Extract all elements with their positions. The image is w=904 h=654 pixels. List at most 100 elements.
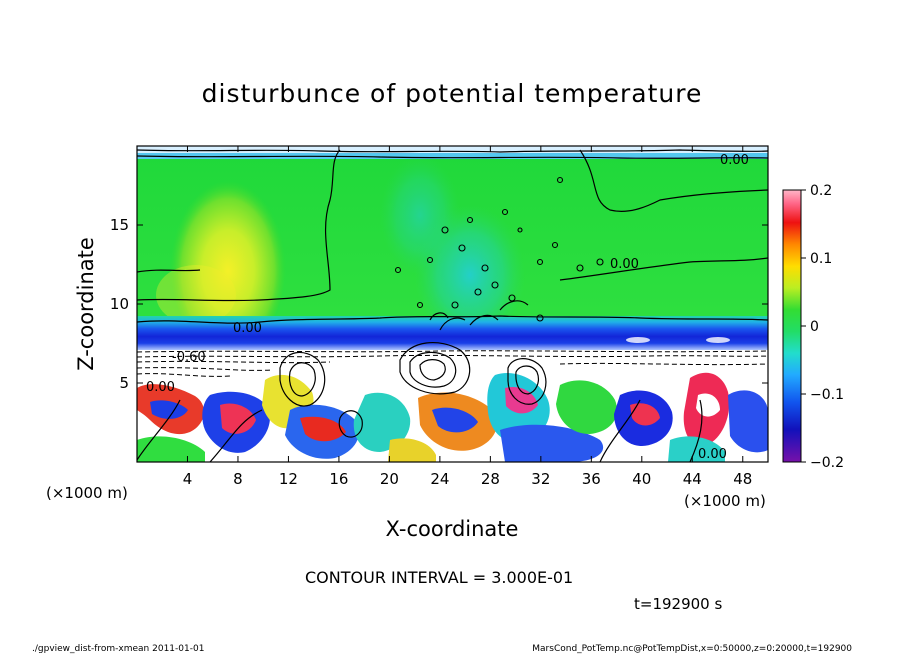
- x-tick-label: 48: [733, 470, 752, 488]
- turbulence-patch: [728, 390, 768, 453]
- x-axis: 4 8 12 16 20 24 28 32 36 40 44 48: [183, 146, 752, 488]
- contour-speck: [466, 216, 474, 224]
- field-cold-band: [137, 316, 768, 350]
- x-tick-label: 36: [582, 470, 601, 488]
- contour-mid: [137, 257, 768, 281]
- y-tick-label: 15: [110, 216, 129, 234]
- contour-loop: [409, 351, 457, 388]
- turbulence-patch: [388, 438, 436, 462]
- dashed-contour: [137, 373, 231, 377]
- contour-speck: [491, 281, 499, 289]
- dashed-contour: [559, 362, 768, 366]
- contour-top: [137, 149, 768, 153]
- contour-speck: [556, 176, 564, 184]
- dashed-contour: [137, 354, 768, 358]
- y-tick-label: 10: [110, 295, 129, 313]
- footer-right: MarsCond_PotTemp.nc@PotTempDist,x=0:5000…: [532, 644, 852, 654]
- turbulence-patch: [668, 436, 725, 462]
- x-tick-label: 32: [531, 470, 550, 488]
- dashed-contours: [137, 350, 768, 377]
- contour-plume: [429, 300, 529, 331]
- x-tick-label: 28: [481, 470, 500, 488]
- contour-speck: [474, 288, 482, 296]
- turbulence-patch: [500, 424, 604, 462]
- colorbar-ticks: 0.2 0.1 0 −0.1 −0.2: [801, 183, 844, 471]
- contour-speck: [394, 266, 402, 274]
- dashed-contour: [137, 360, 331, 364]
- contour-label: 0.00: [146, 380, 175, 395]
- turbulence-patch: [300, 416, 346, 442]
- contour-speck: [481, 264, 489, 272]
- x-tick-label: 8: [233, 470, 243, 488]
- contour-speck: [451, 301, 459, 309]
- x-unit-left: (×1000 m): [46, 484, 128, 502]
- colorbar-tick-label: 0.2: [810, 183, 832, 199]
- x-tick-label: 16: [329, 470, 348, 488]
- colorbar-tick-label: 0: [810, 319, 819, 335]
- y-axis-label: Z-coordinate: [74, 237, 98, 371]
- contour-label: 0.00: [610, 257, 639, 272]
- x-tick-label: 4: [183, 470, 193, 488]
- x-tick-label: 24: [430, 470, 449, 488]
- contour-specks: [394, 176, 604, 322]
- field-top-strip-blue: [137, 153, 768, 159]
- dashed-contour: [137, 367, 273, 371]
- contour-speck: [551, 241, 559, 249]
- contour-top: [137, 155, 768, 159]
- turbulence-patch: [432, 407, 478, 433]
- contour-labels: 0.00 -0.60 0.00 0.00 0.00 0.00: [146, 153, 749, 462]
- contour-loop: [515, 365, 540, 395]
- contour-loop: [507, 358, 547, 405]
- x-axis-label: X-coordinate: [386, 517, 519, 541]
- x-tick-label: 20: [380, 470, 399, 488]
- turbulence-patch: [150, 400, 188, 419]
- contour-speck: [426, 256, 434, 264]
- contour-label: -0.60: [172, 350, 206, 365]
- time-label: t=192900 s: [634, 595, 722, 613]
- x-tick-label: 44: [683, 470, 702, 488]
- turbulence-patch: [556, 380, 618, 434]
- y-tick-label: 5: [119, 374, 129, 392]
- turbulence-patch: [353, 392, 411, 452]
- contour-speck: [416, 301, 424, 309]
- contour-zero-band: [137, 315, 768, 324]
- contour-speck: [501, 208, 509, 216]
- contour-speck: [458, 244, 466, 252]
- contour-speck: [536, 314, 544, 322]
- chart-title: disturbunce of potential temperature: [202, 79, 703, 108]
- contour-label: 0.00: [720, 153, 749, 168]
- field-cool-anomaly-2: [380, 155, 460, 275]
- band-highlight: [706, 337, 730, 343]
- colorbar: [782, 189, 802, 463]
- colorbar-tick-label: 0.1: [810, 251, 832, 267]
- contour-speck: [441, 226, 449, 234]
- contour-loop: [338, 410, 363, 438]
- band-highlight: [626, 337, 650, 343]
- contour-lines: [137, 149, 768, 462]
- contour-speck: [596, 258, 604, 266]
- contour-loop: [419, 359, 446, 381]
- contour-speck: [576, 264, 584, 272]
- dashed-contour: [137, 350, 768, 353]
- contour-label: 0.00: [233, 321, 262, 336]
- contour-speck: [517, 227, 523, 233]
- contour-speck: [508, 294, 516, 302]
- contour-label: 0.00: [698, 447, 727, 462]
- field-warm-anomaly: [170, 172, 286, 352]
- contour-loop: [279, 351, 326, 407]
- plot-field: 0.00 -0.60 0.00 0.00 0.00 0.00: [137, 146, 768, 462]
- turbulence-patch: [630, 403, 660, 426]
- colorbar-tick-label: −0.1: [810, 387, 844, 403]
- contour-zero-upper: [137, 149, 341, 302]
- x-tick-label: 40: [632, 470, 651, 488]
- colorbar-tick-label: −0.2: [810, 455, 844, 471]
- x-unit-right: (×1000 m): [684, 492, 766, 510]
- y-axis: 5 10 15: [110, 216, 768, 392]
- turbulence-patch: [220, 403, 256, 434]
- contour-speck: [536, 258, 544, 266]
- footer-left: ./gpview_dist-from-xmean 2011-01-01: [32, 644, 204, 654]
- contour-interval-note: CONTOUR INTERVAL = 3.000E-01: [305, 568, 573, 587]
- x-tick-label: 12: [279, 470, 298, 488]
- contour-right-top: [579, 149, 768, 212]
